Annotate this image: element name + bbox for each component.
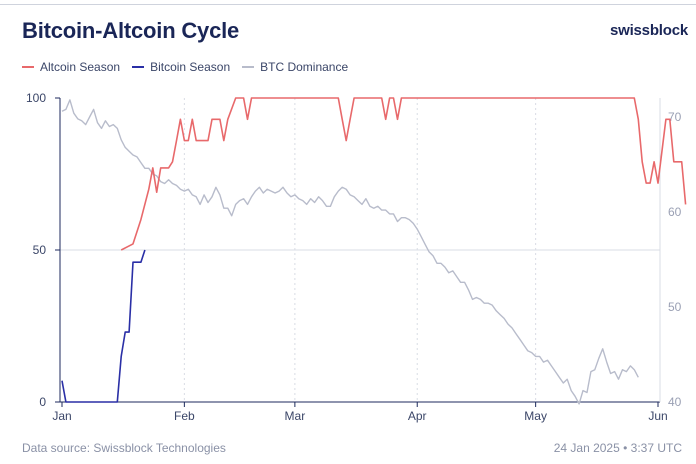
x-tick-label: Mar [285, 409, 306, 423]
x-tick-label: Jun [648, 409, 667, 423]
y-right-tick-label: 60 [668, 205, 682, 219]
y-left-tick-label: 50 [33, 243, 47, 257]
legend-item-dominance[interactable]: BTC Dominance [242, 60, 348, 74]
legend-label-bitcoin: Bitcoin Season [150, 60, 231, 74]
legend: Altcoin Season Bitcoin Season BTC Domina… [22, 60, 348, 74]
brand-logo: swissblock [609, 22, 688, 39]
legend-label-dominance: BTC Dominance [260, 60, 349, 74]
timestamp: 24 Jan 2025 • 3:37 UTC [553, 441, 682, 455]
legend-swatch-dominance [242, 66, 255, 68]
y-right-tick-label: 50 [668, 300, 682, 314]
series-line-btc-dominance [61, 99, 639, 405]
legend-label-altcoin: Altcoin Season [40, 60, 121, 74]
y-left-tick-label: 100 [26, 91, 46, 105]
legend-swatch-bitcoin [132, 66, 145, 68]
legend-item-altcoin[interactable]: Altcoin Season [22, 60, 120, 74]
legend-swatch-altcoin [22, 66, 34, 68]
data-source: Data source: Swissblock Technologies [22, 441, 226, 455]
top-rule [0, 4, 696, 5]
y-right-tick-label: 70 [668, 110, 682, 124]
x-tick-label: May [524, 409, 547, 423]
y-right-tick-label: 40 [668, 395, 682, 409]
series-line-bitcoin-season [61, 249, 146, 403]
x-tick-label: Apr [408, 409, 427, 423]
chart-title: Bitcoin-Altcoin Cycle [22, 18, 240, 43]
series-line-altcoin-season [120, 97, 687, 251]
x-tick-label: Jan [52, 409, 71, 423]
legend-item-bitcoin[interactable]: Bitcoin Season [132, 60, 230, 74]
x-tick-label: Feb [174, 409, 195, 423]
y-left-tick-label: 0 [39, 395, 46, 409]
